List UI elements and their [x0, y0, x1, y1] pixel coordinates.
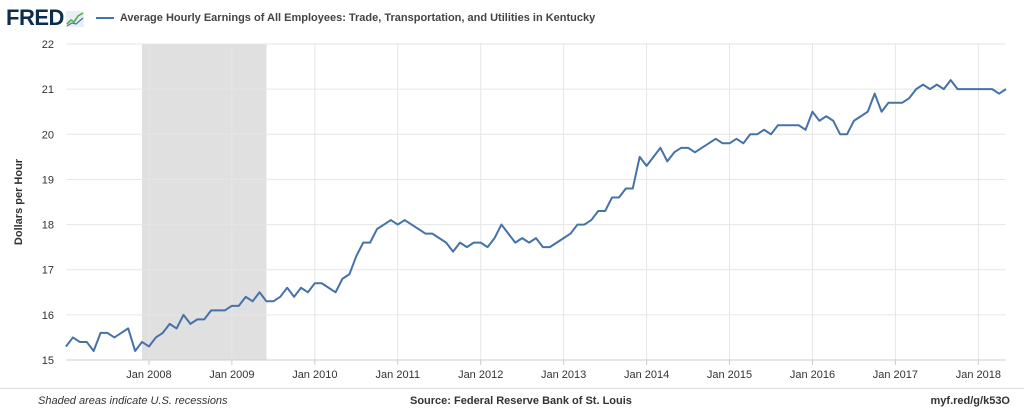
footer-divider — [0, 388, 1024, 389]
fred-logo[interactable]: FRED — [6, 5, 84, 31]
x-tick-label: Jan 2017 — [873, 369, 918, 381]
x-tick-label: Jan 2013 — [541, 369, 586, 381]
fred-logo-text: FRED — [6, 5, 64, 30]
y-tick-label: 15 — [42, 355, 54, 367]
y-tick-label: 20 — [42, 129, 54, 141]
series-layer — [65, 79, 1007, 352]
series-line — [65, 79, 1007, 352]
recession-note: Shaded areas indicate U.S. recessions — [38, 395, 228, 407]
legend[interactable]: Average Hourly Earnings of All Employees… — [95, 12, 596, 24]
y-tick-labels: 15 16 17 18 19 20 21 22 — [42, 39, 54, 367]
legend-label: Average Hourly Earnings of All Employees… — [119, 12, 596, 24]
x-tick-label: Jan 2011 — [376, 369, 420, 381]
chart-header: FRED Average Hourly Earnings of All Empl… — [6, 5, 596, 31]
recession-band — [142, 44, 267, 360]
x-tick-label: Jan 2008 — [126, 369, 171, 381]
x-tick-label: Jan 2010 — [292, 369, 337, 381]
recession-bands — [142, 44, 267, 360]
x-tick-label: Jan 2016 — [790, 369, 835, 381]
short-url-link[interactable]: myf.red/g/k53O — [930, 395, 1010, 407]
x-tick-label: Jan 2009 — [209, 369, 254, 381]
x-tick-label: Jan 2018 — [956, 369, 1001, 381]
x-tick-label: Jan 2014 — [624, 369, 669, 381]
y-tick-label: 21 — [42, 84, 54, 96]
y-axis-label: Dollars per Hour — [13, 158, 25, 245]
x-tick-labels: Jan 2008 Jan 2009 Jan 2010 Jan 2011 Jan 2012… — [126, 369, 1001, 381]
x-tick-label: Jan 2012 — [458, 369, 503, 381]
y-tick-label: 18 — [42, 220, 54, 232]
source-text: Source: Federal Reserve Bank of St. Loui… — [410, 395, 632, 407]
gridlines — [66, 43, 1006, 365]
x-tick-label: Jan 2015 — [707, 369, 752, 381]
y-tick-label: 17 — [42, 265, 54, 277]
fred-trend-icon — [65, 11, 84, 27]
y-tick-label: 22 — [42, 39, 54, 51]
legend-swatch — [95, 17, 114, 19]
y-tick-label: 16 — [42, 310, 54, 322]
y-tick-label: 19 — [42, 174, 54, 186]
